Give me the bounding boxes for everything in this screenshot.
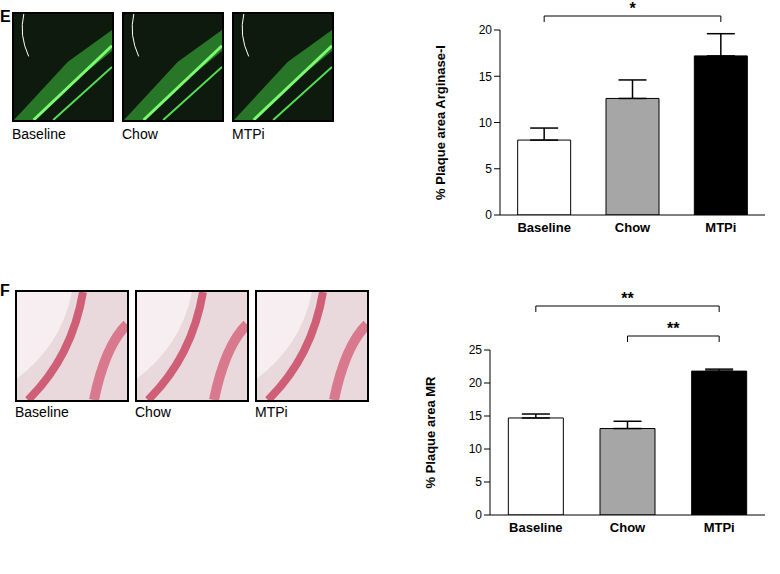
svg-text:Baseline: Baseline bbox=[517, 220, 570, 235]
svg-text:10: 10 bbox=[469, 442, 483, 456]
html-text:MTPi: MTPi bbox=[255, 404, 288, 420]
svg-text:0: 0 bbox=[485, 208, 492, 222]
html-text:E: E bbox=[0, 8, 11, 25]
html-text:Baseline: Baseline bbox=[15, 404, 69, 420]
html-text:Baseline: Baseline bbox=[12, 126, 66, 142]
html-text:Chow: Chow bbox=[135, 404, 171, 420]
svg-text:20: 20 bbox=[469, 376, 483, 390]
svg-text:MTPi: MTPi bbox=[705, 220, 736, 235]
svg-text:5: 5 bbox=[485, 162, 492, 176]
svg-text:% Plaque area Arginase-I: % Plaque area Arginase-I bbox=[433, 45, 448, 200]
svg-text:15: 15 bbox=[469, 409, 483, 423]
svg-text:% Plaque area MR: % Plaque area MR bbox=[423, 376, 438, 489]
svg-text:15: 15 bbox=[479, 70, 493, 84]
html-text:F: F bbox=[0, 282, 10, 299]
svg-text:0: 0 bbox=[475, 508, 482, 522]
svg-text:**: ** bbox=[621, 290, 634, 307]
svg-text:**: ** bbox=[667, 320, 680, 337]
svg-text:20: 20 bbox=[479, 23, 493, 37]
svg-text:5: 5 bbox=[475, 475, 482, 489]
svg-text:MTPi: MTPi bbox=[704, 520, 735, 535]
svg-text:*: * bbox=[629, 0, 636, 17]
html-text:Chow: Chow bbox=[122, 126, 158, 142]
svg-text:Chow: Chow bbox=[615, 220, 651, 235]
svg-text:25: 25 bbox=[469, 343, 483, 357]
svg-text:Chow: Chow bbox=[610, 520, 646, 535]
html-text:MTPi: MTPi bbox=[232, 126, 265, 142]
svg-text:Baseline: Baseline bbox=[509, 520, 562, 535]
svg-text:10: 10 bbox=[479, 116, 493, 130]
